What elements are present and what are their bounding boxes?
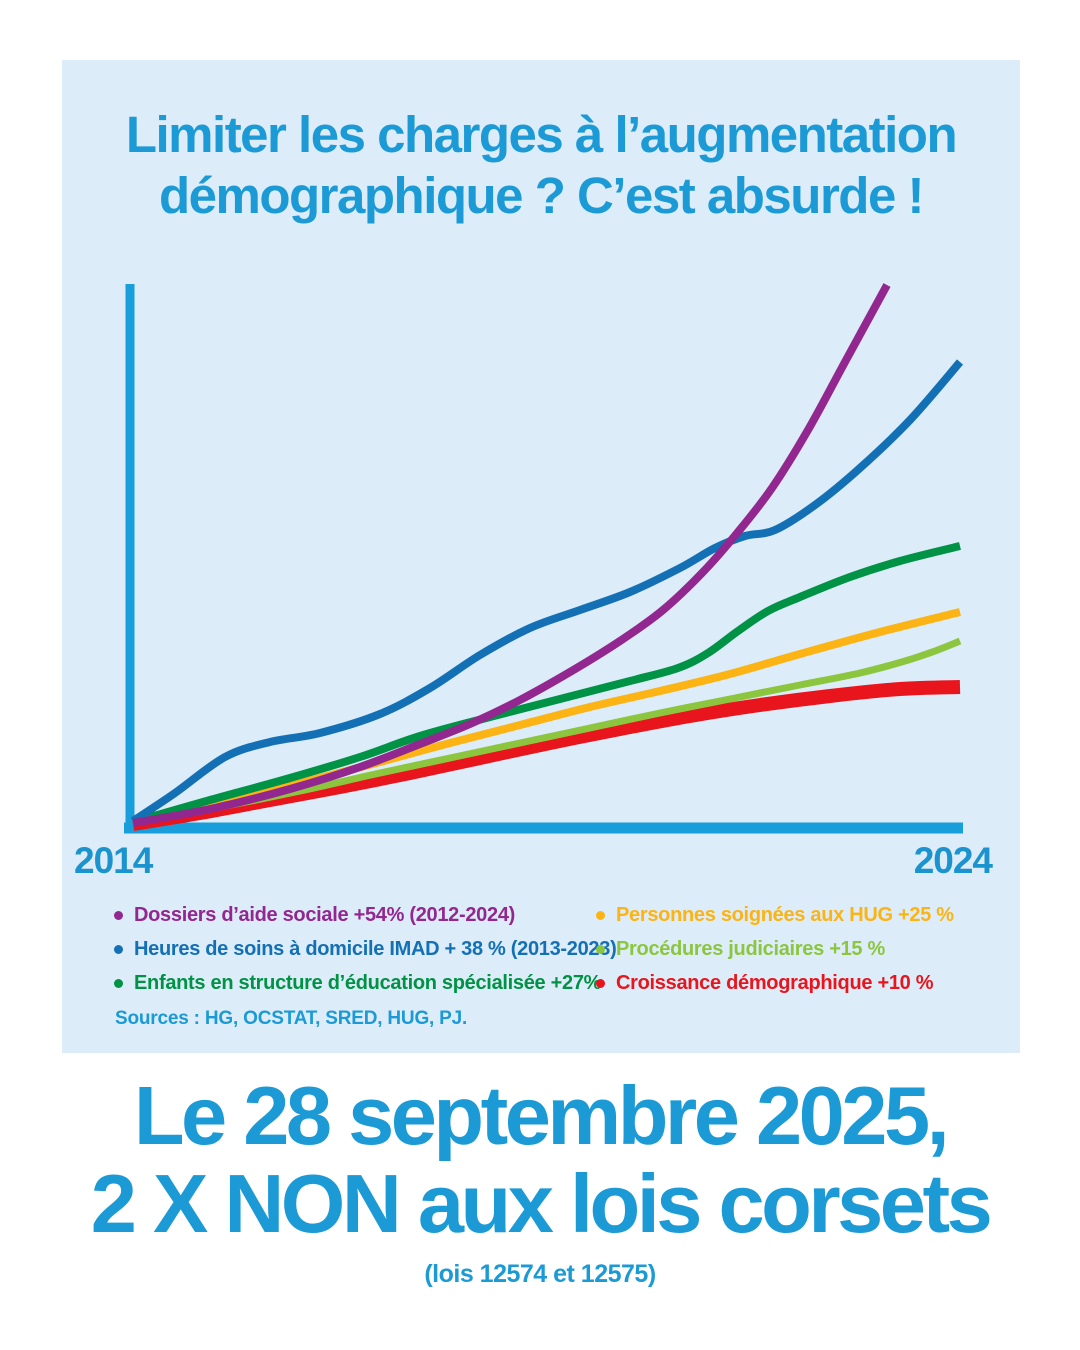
legend-bullet-icon bbox=[114, 910, 123, 920]
demographie-line bbox=[131, 680, 961, 831]
legend-bullet-icon bbox=[596, 944, 605, 954]
legend-label: Dossiers d’aide sociale +54% (2012-2024) bbox=[134, 903, 516, 926]
legend-label: Enfants en structure d’éducation spécial… bbox=[134, 971, 602, 994]
legend-label: Heures de soins à domicile IMAD + 38 % (… bbox=[134, 937, 617, 960]
footer-laws-line: (lois 12574 et 12575) bbox=[424, 1260, 656, 1288]
legend-item-procedures: Procédures judiciaires +15 % bbox=[596, 932, 954, 966]
footer-slogan-line: 2 X NON aux lois corsets bbox=[90, 1157, 993, 1250]
legend-item-aide_sociale: Dossiers d’aide sociale +54% (2012-2024) bbox=[114, 898, 596, 932]
footer-date-line: Le 28 septembre 2025, bbox=[133, 1069, 950, 1162]
legend-bullet-icon bbox=[114, 978, 123, 988]
poster-title: Limiter les charges à l’augmentation démo… bbox=[62, 104, 1020, 226]
aide_sociale-line bbox=[132, 283, 891, 827]
footer: Le 28 septembre 2025, 2 X NON aux lois c… bbox=[0, 1072, 1080, 1289]
education-line bbox=[131, 542, 961, 826]
procedures-line bbox=[132, 637, 962, 827]
legend-label: Personnes soignées aux HUG +25 % bbox=[616, 903, 954, 926]
legend-bullet-icon bbox=[596, 978, 605, 988]
title-line1: Limiter les charges à l’augmentation bbox=[125, 106, 958, 163]
legend-item-education: Enfants en structure d’éducation spécial… bbox=[114, 966, 601, 1000]
x-axis-label-end: 2024 bbox=[913, 840, 993, 881]
chart-legend: Dossiers d’aide sociale +54% (2012-2024)… bbox=[114, 898, 954, 1000]
title-line2: démographique ? C’est absurde ! bbox=[159, 167, 924, 224]
legend-bullet-icon bbox=[114, 944, 123, 954]
imad-line bbox=[130, 359, 964, 825]
legend-bullet-icon bbox=[596, 910, 605, 920]
legend-label: Procédures judiciaires +15 % bbox=[616, 937, 885, 960]
line-chart bbox=[124, 283, 964, 834]
sources-note: Sources : HG, OCSTAT, SRED, HUG, PJ. bbox=[115, 1008, 468, 1029]
legend-label: Croissance démographique +10 % bbox=[616, 971, 934, 994]
legend-item-demographie: Croissance démographique +10 % bbox=[596, 966, 954, 1000]
legend-item-hug: Personnes soignées aux HUG +25 % bbox=[596, 898, 954, 932]
legend-item-imad: Heures de soins à domicile IMAD + 38 % (… bbox=[114, 932, 617, 966]
x-axis-label-start: 2014 bbox=[74, 840, 153, 881]
infographic-card: Limiter les charges à l’augmentation démo… bbox=[62, 60, 1020, 1053]
